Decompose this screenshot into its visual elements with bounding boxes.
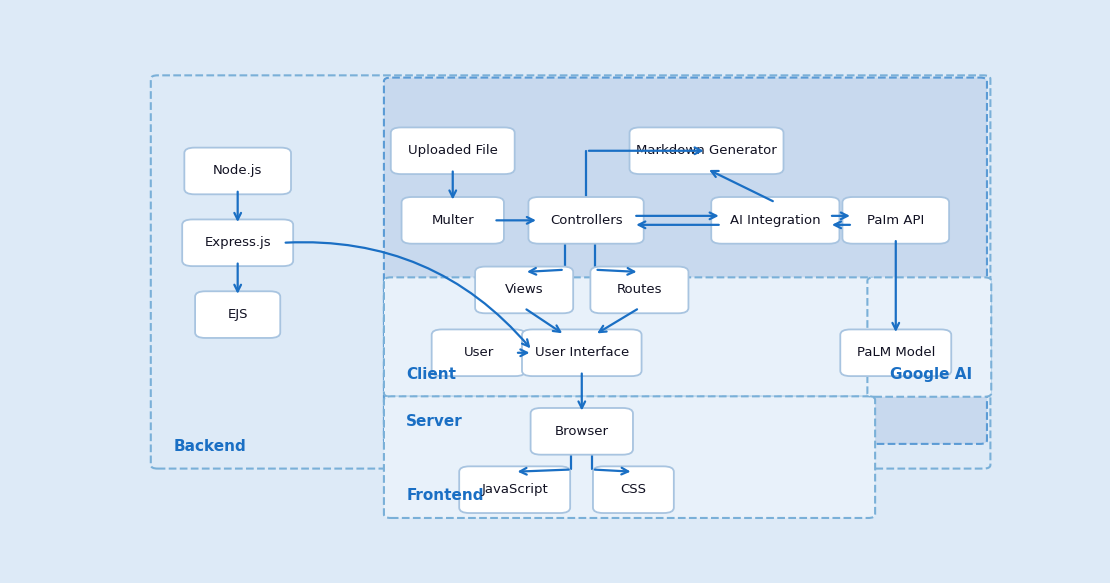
FancyBboxPatch shape <box>528 197 644 244</box>
FancyBboxPatch shape <box>384 278 875 397</box>
Text: Google AI: Google AI <box>890 367 972 382</box>
Text: PaIm API: PaIm API <box>867 214 925 227</box>
FancyBboxPatch shape <box>593 466 674 513</box>
FancyBboxPatch shape <box>384 78 987 444</box>
Text: Controllers: Controllers <box>549 214 623 227</box>
Text: Routes: Routes <box>617 283 663 296</box>
Text: Node.js: Node.js <box>213 164 262 177</box>
Text: Markdown Generator: Markdown Generator <box>636 144 777 157</box>
FancyBboxPatch shape <box>460 466 571 513</box>
FancyBboxPatch shape <box>184 147 291 194</box>
Text: PaLM Model: PaLM Model <box>857 346 935 359</box>
Text: Backend: Backend <box>173 439 246 454</box>
FancyBboxPatch shape <box>867 278 991 397</box>
Text: User: User <box>463 346 494 359</box>
Text: CSS: CSS <box>620 483 646 496</box>
FancyBboxPatch shape <box>842 197 949 244</box>
Text: Server: Server <box>406 414 463 429</box>
FancyBboxPatch shape <box>591 266 688 313</box>
FancyBboxPatch shape <box>629 128 784 174</box>
FancyBboxPatch shape <box>522 329 642 376</box>
Text: Express.js: Express.js <box>204 236 271 250</box>
FancyBboxPatch shape <box>182 219 293 266</box>
FancyBboxPatch shape <box>531 408 633 455</box>
Text: Views: Views <box>505 283 544 296</box>
Text: Multer: Multer <box>432 214 474 227</box>
Text: Frontend: Frontend <box>406 488 484 503</box>
Text: AI Integration: AI Integration <box>730 214 820 227</box>
FancyBboxPatch shape <box>432 329 525 376</box>
FancyBboxPatch shape <box>384 396 875 518</box>
FancyBboxPatch shape <box>151 75 990 469</box>
Text: User Interface: User Interface <box>535 346 629 359</box>
Text: Browser: Browser <box>555 425 608 438</box>
FancyBboxPatch shape <box>391 128 515 174</box>
Text: Uploaded File: Uploaded File <box>407 144 497 157</box>
FancyBboxPatch shape <box>195 292 280 338</box>
FancyBboxPatch shape <box>475 266 573 313</box>
Text: JavaScript: JavaScript <box>482 483 548 496</box>
FancyBboxPatch shape <box>712 197 839 244</box>
Text: Client: Client <box>406 367 456 382</box>
FancyBboxPatch shape <box>402 197 504 244</box>
FancyBboxPatch shape <box>840 329 951 376</box>
Text: EJS: EJS <box>228 308 248 321</box>
